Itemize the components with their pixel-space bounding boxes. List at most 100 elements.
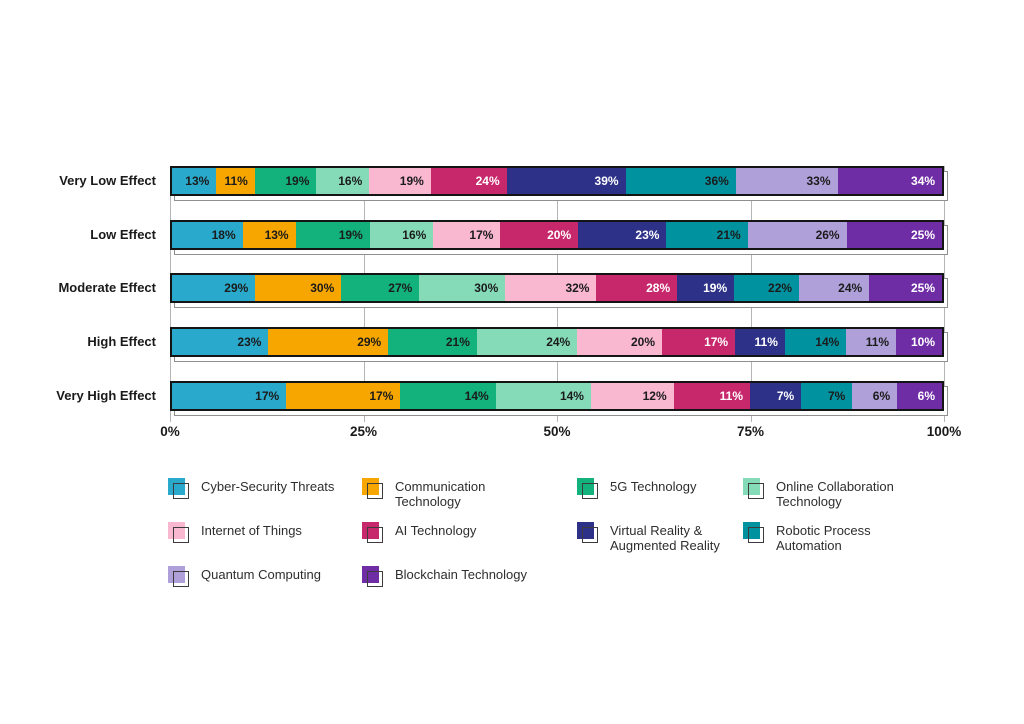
swatch-outline [173, 571, 189, 587]
legend-swatch-icon [168, 566, 192, 590]
bar-segment: 29% [268, 329, 389, 356]
bar-segment: 17% [172, 382, 287, 409]
bar-segment: 14% [784, 329, 847, 356]
legend-swatch-icon [362, 522, 386, 546]
axis-tick: 75% [736, 424, 765, 439]
bar-segment: 12% [590, 382, 674, 409]
bar-segment: 7% [801, 382, 853, 409]
stacked-bar: 23% 29% 21% 24% 20% 17% 11% 14% 11% 10% [170, 327, 944, 358]
bar-segment: 20% [500, 221, 579, 248]
swatch-outline [582, 527, 598, 543]
bar-segment: 24% [430, 168, 507, 194]
legend-item: AI Technology [362, 522, 577, 553]
bar-segment: 24% [799, 275, 870, 302]
swatch-outline [173, 527, 189, 543]
row-label: High Effect [87, 334, 156, 350]
bar-segment: 19% [295, 221, 370, 248]
legend-item: Cyber-Security Threats [168, 478, 362, 509]
bar-segment: 13% [242, 221, 296, 248]
stacked-bar: 18% 13% 19% 16% 17% 20% 23% 21% 26% 25% [170, 219, 944, 250]
legend-item: Blockchain Technology [362, 566, 577, 590]
bar-segment: 25% [869, 275, 942, 302]
legend-label: Robotic Process Automation [776, 523, 871, 553]
bar-row: Moderate Effect 29% 30% 27% 30% 32% 28% 19% 22% 2… [58, 273, 948, 309]
legend-label: Cyber-Security Threats [201, 479, 335, 494]
bar-row: Very High Effect 17% 17% 14% 14% 12% 11% 7% 7% 6%… [56, 380, 948, 416]
swatch-outline [748, 483, 764, 499]
legend-swatch-icon [743, 522, 767, 546]
bar-segment: 20% [577, 329, 662, 356]
bar-segment: 17% [286, 382, 401, 409]
legend-item: Communication Technology [362, 478, 577, 509]
bar-segment: 27% [341, 275, 420, 302]
legend-swatch-icon [362, 566, 386, 590]
legend-swatch-icon [743, 478, 767, 502]
bar-segment: 13% [172, 168, 217, 194]
axis-tick: 0% [160, 424, 180, 439]
stacked-bar: 13% 11% 19% 16% 19% 24% 39% 36% 33% 34% [170, 166, 944, 196]
legend-label: Online Collaboration Technology [776, 479, 894, 509]
axis-tick: 100% [926, 424, 962, 439]
legend-swatch-icon [362, 478, 386, 502]
legend: Cyber-Security Threats Communication Tech… [168, 478, 926, 590]
bar-segment: 18% [172, 221, 243, 248]
legend-item: Internet of Things [168, 522, 362, 553]
legend-item: Robotic Process Automation [743, 522, 926, 553]
x-axis: 0% 25% 50% 75% 100% [160, 424, 961, 444]
bar-segment: 29% [172, 275, 256, 302]
legend-label: Virtual Reality & Augmented Reality [610, 523, 720, 553]
bar-segment: 19% [254, 168, 317, 194]
swatch-color [168, 566, 185, 583]
bar-segment: 26% [747, 221, 847, 248]
legend-swatch-icon [577, 478, 601, 502]
bar-segment: 17% [662, 329, 736, 356]
row-label: Very High Effect [56, 387, 156, 403]
bar-segment: 21% [388, 329, 477, 356]
bar-segment: 22% [734, 275, 800, 302]
bar-segment: 17% [433, 221, 501, 248]
bar-segment: 14% [400, 382, 496, 409]
swatch-outline [748, 527, 764, 543]
row-label: Moderate Effect [58, 280, 156, 296]
bar-segment: 11% [846, 329, 897, 356]
bar-segment: 11% [735, 329, 785, 356]
swatch-color [362, 522, 379, 539]
swatch-color [168, 522, 185, 539]
bar-segment: 23% [172, 329, 269, 356]
bar-segment: 11% [216, 168, 255, 194]
legend-label: AI Technology [395, 523, 477, 538]
bar-segment: 19% [369, 168, 431, 194]
bar-segment: 7% [750, 382, 802, 409]
swatch-color [577, 522, 594, 539]
legend-label: Quantum Computing [201, 567, 321, 582]
legend-label: Blockchain Technology [395, 567, 528, 582]
bar-segment: 6% [852, 382, 898, 409]
bar-row: Low Effect 18% 13% 19% 16% 17% 20% 23% 21% 26% 25% [90, 219, 948, 255]
stacked-bar: 29% 30% 27% 30% 32% 28% 19% 22% 24% 25% [170, 273, 944, 304]
bar-segment: 25% [846, 221, 942, 248]
legend-swatch-icon [168, 478, 192, 502]
bar-segment: 39% [506, 168, 626, 194]
bar-segment: 16% [369, 221, 434, 248]
bar-segment: 11% [673, 382, 751, 409]
legend-label: 5G Technology [610, 479, 697, 494]
bar-segment: 23% [578, 221, 667, 248]
bar-segment: 30% [255, 275, 342, 302]
bar-segment: 34% [837, 168, 943, 194]
legend-swatch-icon [577, 522, 601, 546]
legend-item: 5G Technology [577, 478, 743, 509]
swatch-outline [173, 483, 189, 499]
legend-item: Online Collaboration Technology [743, 478, 926, 509]
bar-segment: 21% [666, 221, 748, 248]
bar-segment: 19% [677, 275, 735, 302]
bar-segment: 30% [419, 275, 506, 302]
axis-tick: 50% [543, 424, 571, 439]
bar-segment: 10% [896, 329, 942, 356]
plot-area: Very Low Effect 13% 11% 19% 16% 19% 24% 39% 36% 3… [56, 166, 961, 439]
swatch-outline [367, 483, 383, 499]
swatch-outline [367, 527, 383, 543]
stacked-bar: 17% 17% 14% 14% 12% 11% 7% 7% 6% 6% [170, 380, 944, 411]
legend-label: Internet of Things [201, 523, 302, 538]
swatch-color [743, 522, 760, 539]
legend-item: Virtual Reality & Augmented Reality [577, 522, 743, 553]
